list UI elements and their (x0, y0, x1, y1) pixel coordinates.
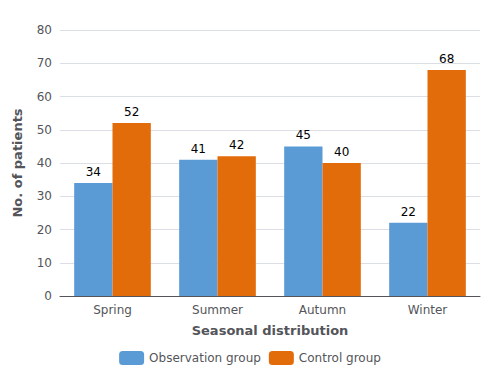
svg-text:34: 34 (86, 165, 101, 179)
svg-text:30: 30 (37, 189, 52, 203)
svg-text:Spring: Spring (93, 303, 132, 317)
svg-text:45: 45 (296, 128, 311, 142)
svg-text:68: 68 (439, 52, 454, 66)
svg-text:10: 10 (37, 256, 52, 270)
svg-text:Control group: Control group (299, 351, 381, 365)
svg-text:80: 80 (37, 23, 52, 37)
svg-text:20: 20 (37, 223, 52, 237)
svg-text:50: 50 (37, 123, 52, 137)
svg-text:41: 41 (191, 142, 206, 156)
svg-text:Autumn: Autumn (299, 303, 346, 317)
svg-text:Winter: Winter (408, 303, 448, 317)
svg-text:40: 40 (334, 145, 349, 159)
svg-text:40: 40 (37, 156, 52, 170)
svg-text:0: 0 (44, 289, 52, 303)
svg-text:No. of patients: No. of patients (10, 108, 25, 217)
svg-text:Seasonal distribution: Seasonal distribution (192, 323, 349, 338)
svg-text:42: 42 (229, 138, 244, 152)
svg-text:Summer: Summer (192, 303, 243, 317)
svg-text:70: 70 (37, 56, 52, 70)
svg-text:60: 60 (37, 90, 52, 104)
svg-text:22: 22 (401, 205, 416, 219)
svg-text:Observation group: Observation group (149, 351, 261, 365)
svg-text:52: 52 (124, 105, 139, 119)
